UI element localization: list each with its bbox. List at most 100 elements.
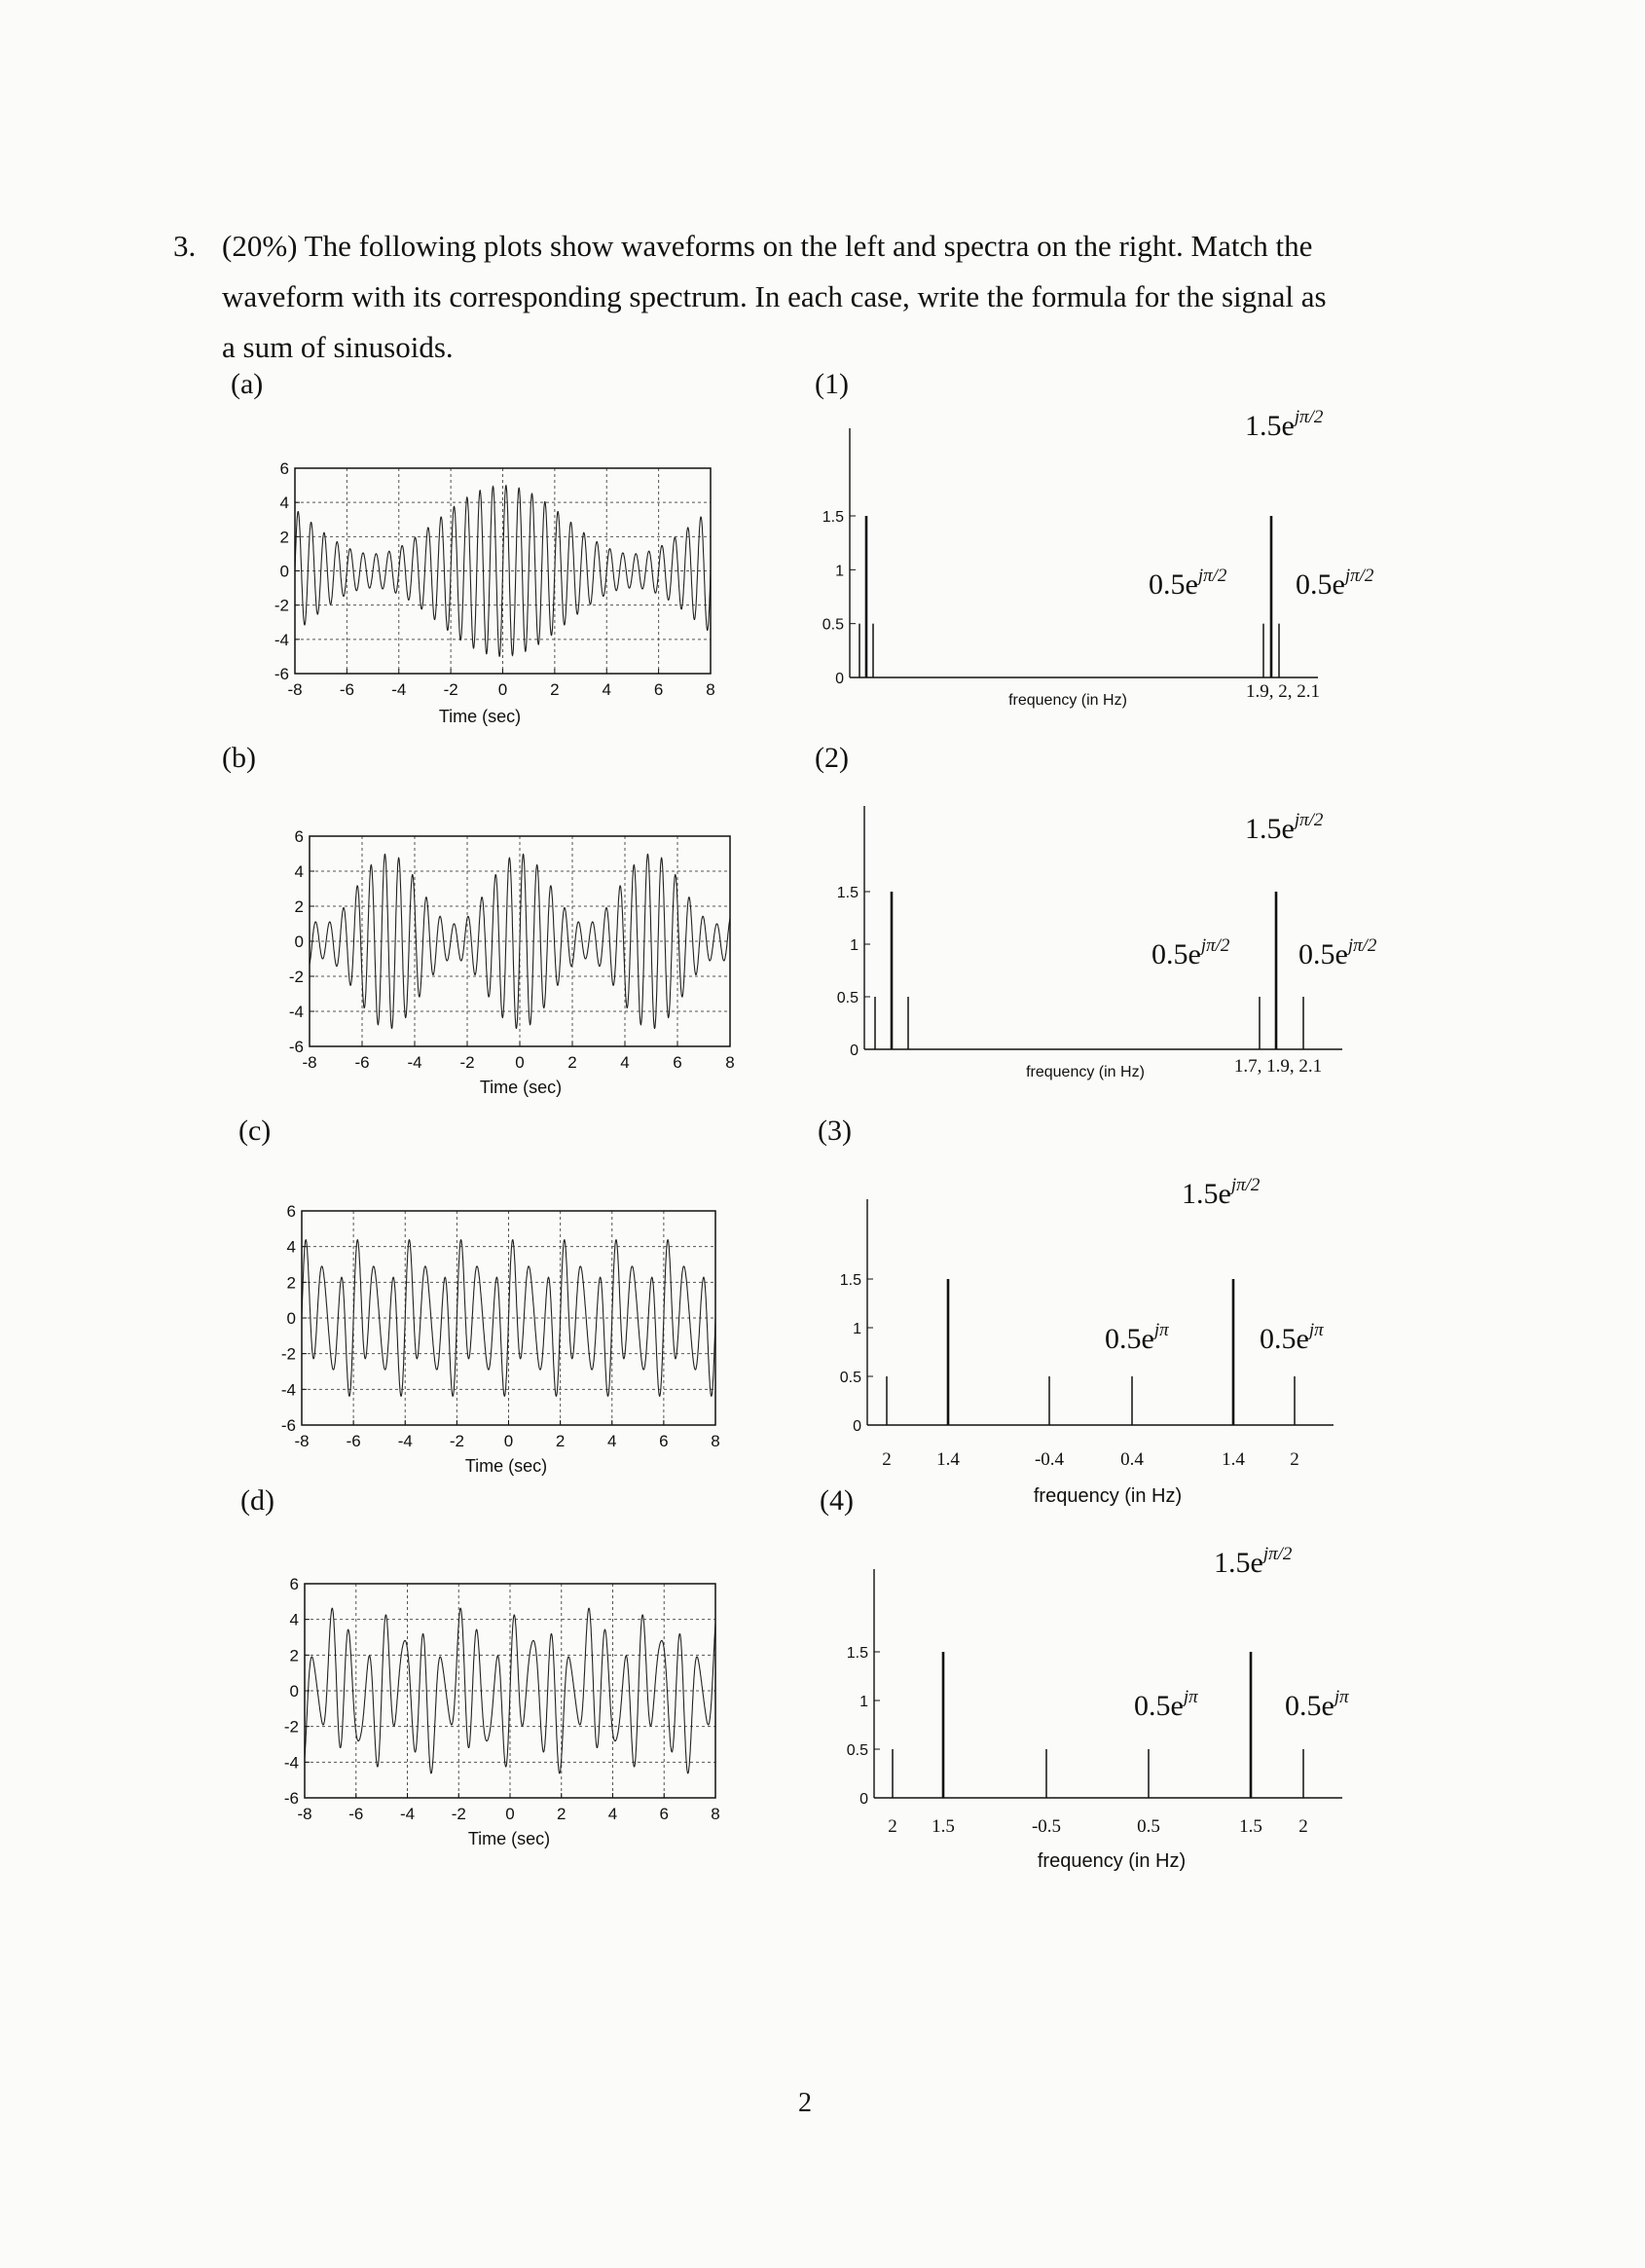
y-tick-label: 2: [287, 1273, 296, 1292]
spectrum-plot-4: 1.5 1 0.5 0 2 1.5 -0.5 0.5 1.5 2 frequency (in Hz)…: [847, 1544, 1349, 1872]
y-tick-label: 1: [850, 937, 859, 954]
coefficient-label: 0.5ejπ/2: [1296, 566, 1374, 601]
coefficient-label: 1.5ejπ/2: [1245, 407, 1324, 442]
y-tick-label: 4: [280, 494, 289, 512]
y-tick-label: -4: [284, 1753, 299, 1772]
coefficient-label: 0.5ejπ: [1105, 1320, 1169, 1355]
x-axis-label: Time (sec): [480, 1078, 562, 1097]
label-c: (c): [238, 1115, 272, 1147]
x-tick-label: 1.7, 1.9, 2.1: [1234, 1056, 1322, 1077]
x-tick-label: -4: [391, 680, 406, 699]
y-tick-label: 1.5: [837, 885, 859, 901]
x-tick-label: 2: [567, 1053, 576, 1072]
y-tick-label: 2: [280, 528, 289, 546]
y-tick-label: 0: [290, 1682, 299, 1701]
label-b: (b): [222, 742, 256, 774]
y-tick-label: 2: [295, 897, 304, 916]
y-tick-label: 6: [287, 1202, 296, 1221]
x-tick-label: 0.4: [1120, 1449, 1144, 1470]
y-tick-label: 0.5: [822, 617, 844, 634]
waveform-line: [304, 1607, 716, 1774]
x-axis-label: frequency (in Hz): [1034, 1485, 1182, 1507]
question-line-3: a sum of sinusoids.: [222, 330, 454, 364]
x-tick-label: 6: [673, 1053, 681, 1072]
page-number: 2: [798, 2088, 812, 2118]
y-tick-label: 0.5: [837, 990, 859, 1006]
x-tick-label: -4: [398, 1432, 413, 1450]
label-d: (d): [240, 1484, 274, 1517]
y-tick-label: -2: [284, 1718, 299, 1737]
x-tick-label: 4: [620, 1053, 629, 1072]
x-axis-label: Time (sec): [439, 707, 521, 726]
x-tick-label: 1.4: [1222, 1449, 1245, 1470]
label-1: (1): [815, 368, 849, 400]
question-line-2: waveform with its corresponding spectrum…: [222, 279, 1327, 313]
x-tick-label: -8: [297, 1805, 311, 1823]
x-tick-label: 4: [603, 680, 611, 699]
x-tick-label: -2: [459, 1053, 474, 1072]
x-axis-label: frequency (in Hz): [1026, 1064, 1145, 1080]
y-tick-label: -6: [284, 1789, 299, 1808]
waveform-line: [294, 484, 712, 658]
x-tick-label: 1.9, 2, 2.1: [1246, 681, 1320, 702]
x-tick-label: 8: [711, 1432, 719, 1450]
x-tick-label: -6: [347, 1432, 361, 1450]
y-tick-label: 0: [853, 1418, 861, 1435]
y-tick-label: 0: [280, 563, 289, 581]
y-tick-label: 1: [835, 563, 844, 579]
x-tick-label: 2: [888, 1816, 897, 1837]
y-tick-label: -2: [281, 1345, 296, 1364]
coefficient-label: 0.5ejπ/2: [1298, 935, 1377, 970]
x-tick-label: 0.5: [1137, 1816, 1160, 1837]
question-number: 3.: [173, 229, 197, 263]
x-tick-label: 2: [1290, 1449, 1299, 1470]
x-tick-label: -2: [450, 1432, 464, 1450]
y-tick-label: 0: [295, 933, 304, 951]
x-tick-label: -8: [287, 680, 302, 699]
y-tick-label: -2: [289, 968, 304, 986]
y-tick-label: 0.5: [847, 1742, 868, 1759]
waveform-line: [301, 1238, 716, 1398]
x-axis-label: Time (sec): [465, 1456, 547, 1476]
x-tick-label: -8: [302, 1053, 316, 1072]
y-tick-label: 4: [295, 862, 304, 881]
coefficient-label: 1.5ejπ/2: [1245, 810, 1324, 845]
x-tick-label: 2: [550, 680, 559, 699]
y-tick-label: 4: [287, 1238, 296, 1257]
x-tick-label: 0: [504, 1432, 513, 1450]
y-tick-label: -2: [274, 597, 289, 615]
x-tick-label: -0.4: [1035, 1449, 1065, 1470]
coefficient-label: 0.5ejπ: [1134, 1687, 1198, 1722]
spectrum-plot-3: 1.5 1 0.5 0 2 1.4 -0.4 0.4 1.4 2 frequency (in Hz)…: [840, 1175, 1334, 1507]
x-tick-label: 2: [557, 1805, 566, 1823]
y-tick-label: -6: [274, 665, 289, 683]
x-tick-label: -8: [294, 1432, 309, 1450]
x-tick-label: 1.5: [932, 1816, 955, 1837]
y-tick-label: -4: [289, 1003, 304, 1021]
x-tick-label: 4: [608, 1805, 617, 1823]
x-tick-label: 1.5: [1239, 1816, 1262, 1837]
waveform-line: [309, 853, 731, 1030]
x-tick-label: 8: [711, 1805, 719, 1823]
x-axis-label: Time (sec): [468, 1829, 550, 1848]
coefficient-label: 1.5ejπ/2: [1182, 1175, 1261, 1210]
coefficient-label: 0.5ejπ: [1285, 1687, 1349, 1722]
x-tick-label: -2: [452, 1805, 466, 1823]
x-tick-label: 8: [725, 1053, 734, 1072]
x-tick-label: -6: [348, 1805, 363, 1823]
y-tick-label: 2: [290, 1646, 299, 1664]
x-tick-label: 0: [515, 1053, 524, 1072]
x-tick-label: 6: [659, 1432, 668, 1450]
label-3: (3): [818, 1115, 852, 1147]
spectrum-plot-1: 1.5 1 0.5 0 1.9, 2, 2.1 frequency (in Hz) 0.5e…: [822, 407, 1374, 709]
x-tick-label: 8: [706, 680, 714, 699]
x-tick-label: -6: [354, 1053, 369, 1072]
x-axis-label: frequency (in Hz): [1008, 692, 1127, 709]
coefficient-label: 1.5ejπ/2: [1214, 1544, 1293, 1579]
x-tick-label: 0: [505, 1805, 514, 1823]
x-tick-label: 6: [660, 1805, 669, 1823]
